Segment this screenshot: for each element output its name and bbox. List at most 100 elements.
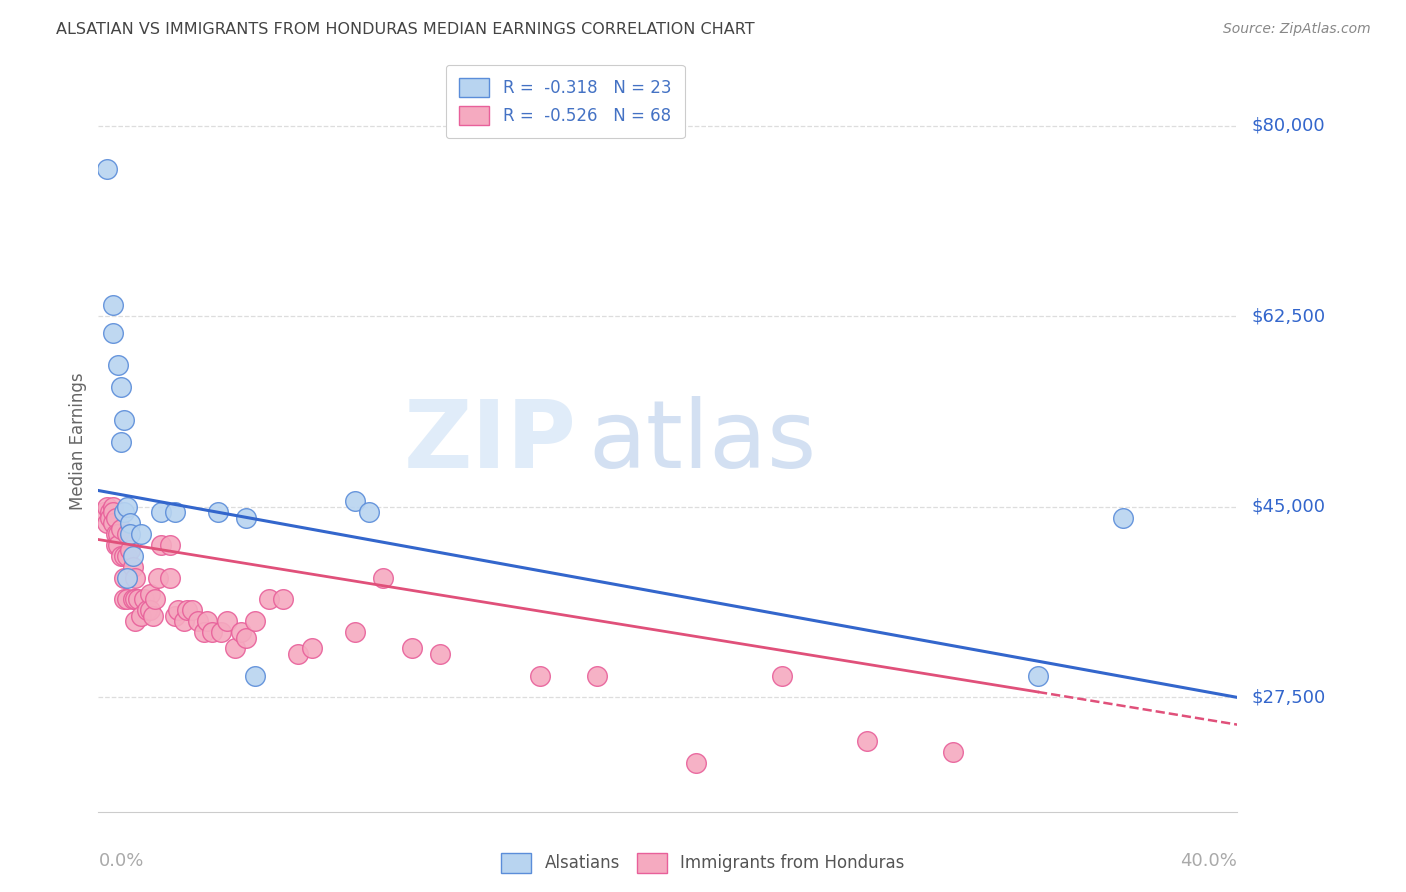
Point	[165, 608, 187, 623]
Point	[107, 538, 129, 552]
Point	[124, 614, 146, 628]
Point	[235, 510, 257, 524]
Point	[115, 549, 138, 563]
Point	[207, 505, 229, 519]
Text: $27,500: $27,500	[1251, 689, 1326, 706]
Point	[165, 505, 187, 519]
Point	[235, 631, 257, 645]
Point	[101, 298, 124, 312]
Point	[127, 592, 149, 607]
Point	[167, 603, 190, 617]
Point	[373, 571, 395, 585]
Point	[129, 527, 152, 541]
Point	[229, 625, 252, 640]
Point	[138, 603, 160, 617]
Text: $45,000: $45,000	[1251, 498, 1326, 516]
Point	[107, 527, 129, 541]
Point	[101, 326, 124, 340]
Point	[150, 538, 173, 552]
Point	[1026, 668, 1049, 682]
Point	[685, 756, 707, 770]
Text: ZIP: ZIP	[404, 395, 576, 488]
Text: ALSATIAN VS IMMIGRANTS FROM HONDURAS MEDIAN EARNINGS CORRELATION CHART: ALSATIAN VS IMMIGRANTS FROM HONDURAS MED…	[56, 22, 755, 37]
Point	[110, 522, 132, 536]
Point	[1112, 510, 1135, 524]
Point	[224, 641, 246, 656]
Point	[118, 527, 141, 541]
Point	[124, 571, 146, 585]
Point	[856, 734, 879, 748]
Point	[112, 413, 135, 427]
Point	[104, 527, 127, 541]
Point	[101, 505, 124, 519]
Point	[93, 505, 115, 519]
Point	[141, 608, 163, 623]
Point	[401, 641, 423, 656]
Point	[187, 614, 209, 628]
Text: atlas: atlas	[588, 395, 817, 488]
Point	[159, 571, 181, 585]
Text: $80,000: $80,000	[1251, 117, 1324, 135]
Point	[110, 380, 132, 394]
Point	[96, 162, 118, 177]
Point	[145, 592, 167, 607]
Point	[98, 510, 121, 524]
Point	[942, 745, 965, 759]
Point	[301, 641, 323, 656]
Point	[273, 592, 295, 607]
Point	[107, 359, 129, 373]
Point	[173, 614, 195, 628]
Point	[201, 625, 224, 640]
Point	[96, 500, 118, 514]
Point	[150, 505, 173, 519]
Point	[138, 587, 160, 601]
Point	[209, 625, 232, 640]
Point	[343, 494, 366, 508]
Text: 40.0%: 40.0%	[1181, 853, 1237, 871]
Point	[243, 614, 266, 628]
Point	[121, 549, 143, 563]
Point	[585, 668, 607, 682]
Point	[115, 500, 138, 514]
Point	[259, 592, 281, 607]
Point	[121, 592, 143, 607]
Point	[98, 505, 121, 519]
Point	[529, 668, 551, 682]
Point	[176, 603, 198, 617]
Point	[135, 603, 157, 617]
Point	[129, 608, 152, 623]
Point	[115, 527, 138, 541]
Text: $62,500: $62,500	[1251, 308, 1326, 326]
Point	[121, 559, 143, 574]
Point	[110, 434, 132, 449]
Point	[124, 592, 146, 607]
Point	[193, 625, 215, 640]
Point	[159, 538, 181, 552]
Point	[118, 516, 141, 531]
Point	[110, 549, 132, 563]
Point	[104, 538, 127, 552]
Point	[112, 549, 135, 563]
Point	[195, 614, 218, 628]
Point	[112, 592, 135, 607]
Point	[243, 668, 266, 682]
Point	[357, 505, 380, 519]
Point	[96, 516, 118, 531]
Text: Source: ZipAtlas.com: Source: ZipAtlas.com	[1223, 22, 1371, 37]
Point	[118, 543, 141, 558]
Point	[101, 500, 124, 514]
Point	[429, 647, 451, 661]
Y-axis label: Median Earnings: Median Earnings	[69, 373, 87, 510]
Point	[115, 592, 138, 607]
Point	[770, 668, 793, 682]
Point	[148, 571, 170, 585]
Point	[343, 625, 366, 640]
Point	[115, 571, 138, 585]
Legend: R =  -0.318   N = 23, R =  -0.526   N = 68: R = -0.318 N = 23, R = -0.526 N = 68	[446, 65, 685, 138]
Point	[112, 571, 135, 585]
Point	[215, 614, 238, 628]
Point	[132, 592, 155, 607]
Point	[181, 603, 204, 617]
Point	[112, 505, 135, 519]
Point	[287, 647, 309, 661]
